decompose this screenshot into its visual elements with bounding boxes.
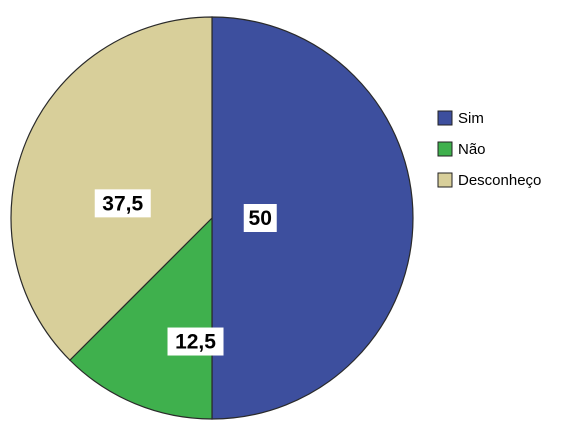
- legend-item-nao: Não: [437, 141, 486, 158]
- legend: Sim Não Desconheço: [437, 110, 541, 189]
- legend-label: Desconheço: [458, 172, 541, 189]
- slice-labels: 50 12,5 37,5: [94, 189, 277, 356]
- legend-swatch: [437, 172, 453, 188]
- data-label-box: [243, 204, 277, 232]
- legend-swatch: [437, 110, 453, 126]
- data-label-text: 12,5: [175, 331, 216, 354]
- legend-item-sim: Sim: [437, 110, 484, 127]
- legend-label: Sim: [458, 110, 484, 127]
- data-label-box: [167, 327, 224, 356]
- slice-desconheco: [10, 16, 213, 361]
- legend-swatch: [437, 141, 453, 157]
- legend-item-desconheco: Desconheço: [437, 172, 541, 189]
- data-label-box: [94, 189, 151, 218]
- legend-label: Não: [458, 141, 486, 158]
- slice-nao: [69, 216, 213, 420]
- pie-slices: [10, 16, 414, 420]
- slice-sim: [211, 16, 414, 420]
- data-label-text: 50: [249, 207, 272, 230]
- data-label-text: 37,5: [102, 192, 143, 215]
- data-label-desconheco: 37,5: [94, 189, 151, 218]
- data-label-nao: 12,5: [167, 327, 224, 356]
- data-label-sim: 50: [243, 204, 277, 232]
